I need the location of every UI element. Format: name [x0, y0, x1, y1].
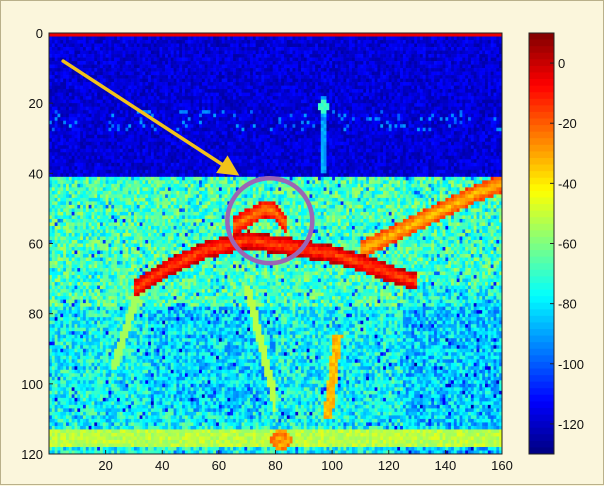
- colorbar-tick-label: -40: [558, 176, 577, 191]
- colorbar-tick-label: -60: [558, 237, 577, 252]
- x-tick-label: 120: [378, 458, 400, 473]
- x-tick-label: 100: [321, 458, 343, 473]
- y-tick-label: 80: [29, 307, 43, 322]
- x-tick-label: 60: [212, 458, 226, 473]
- x-tick-label: 80: [268, 458, 282, 473]
- y-axis: 0 20 40 60 80 100 120: [21, 26, 53, 462]
- x-tick-label: 40: [155, 458, 169, 473]
- y-tick-label: 60: [29, 237, 43, 252]
- x-tick-label: 20: [98, 458, 112, 473]
- x-tick-label: 160: [491, 458, 513, 473]
- x-tick-label: 140: [435, 458, 457, 473]
- colorbar-tick-label: -120: [558, 417, 584, 432]
- y-tick-label: 40: [29, 166, 43, 181]
- colorbar-tick-label: -80: [558, 297, 577, 312]
- y-tick-label: 100: [21, 377, 43, 392]
- colorbar-tick-label: -100: [558, 357, 584, 372]
- colorbar: 0 -20 -40 -60 -80 -100 -120: [529, 33, 584, 454]
- y-tick-label: 0: [36, 26, 43, 41]
- colorbar-tick-label: -20: [558, 116, 577, 131]
- colorbar-tick-label: 0: [558, 56, 565, 71]
- y-tick-label: 120: [21, 447, 43, 462]
- y-tick-label: 20: [29, 96, 43, 111]
